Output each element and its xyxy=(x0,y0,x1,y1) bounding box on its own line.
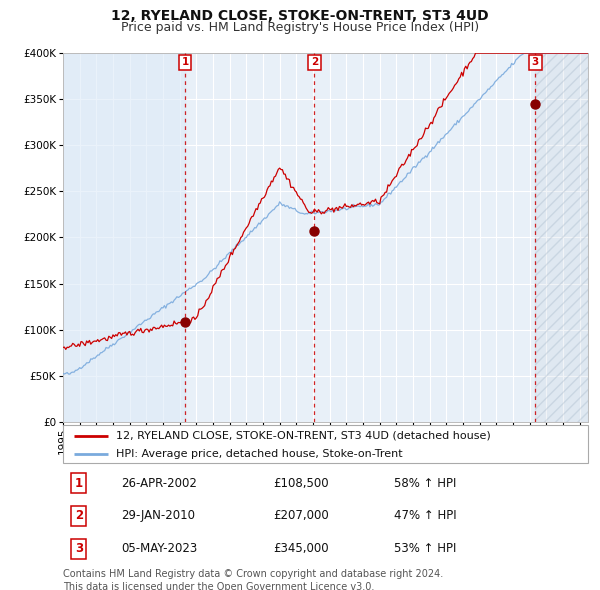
Text: £108,500: £108,500 xyxy=(273,477,329,490)
Text: 53% ↑ HPI: 53% ↑ HPI xyxy=(394,542,456,555)
Text: HPI: Average price, detached house, Stoke-on-Trent: HPI: Average price, detached house, Stok… xyxy=(115,448,402,458)
FancyBboxPatch shape xyxy=(63,425,588,463)
Text: 47% ↑ HPI: 47% ↑ HPI xyxy=(394,509,457,523)
Text: Contains HM Land Registry data © Crown copyright and database right 2024.
This d: Contains HM Land Registry data © Crown c… xyxy=(63,569,443,590)
Text: 1: 1 xyxy=(181,57,188,67)
Text: 2: 2 xyxy=(311,57,318,67)
Text: 29-JAN-2010: 29-JAN-2010 xyxy=(121,509,195,523)
Text: 3: 3 xyxy=(74,542,83,555)
Text: 12, RYELAND CLOSE, STOKE-ON-TRENT, ST3 4UD: 12, RYELAND CLOSE, STOKE-ON-TRENT, ST3 4… xyxy=(111,9,489,23)
Text: £207,000: £207,000 xyxy=(273,509,329,523)
Bar xyxy=(63,53,185,422)
Text: Price paid vs. HM Land Registry's House Price Index (HPI): Price paid vs. HM Land Registry's House … xyxy=(121,21,479,34)
Text: 58% ↑ HPI: 58% ↑ HPI xyxy=(394,477,456,490)
Bar xyxy=(314,53,535,422)
Text: 12, RYELAND CLOSE, STOKE-ON-TRENT, ST3 4UD (detached house): 12, RYELAND CLOSE, STOKE-ON-TRENT, ST3 4… xyxy=(115,431,490,441)
Bar xyxy=(535,53,588,422)
Text: 2: 2 xyxy=(74,509,83,523)
Text: 26-APR-2002: 26-APR-2002 xyxy=(121,477,197,490)
Bar xyxy=(185,53,314,422)
Text: 1: 1 xyxy=(74,477,83,490)
Bar xyxy=(535,53,588,422)
Text: 3: 3 xyxy=(532,57,539,67)
Text: £345,000: £345,000 xyxy=(273,542,329,555)
Text: 05-MAY-2023: 05-MAY-2023 xyxy=(121,542,197,555)
